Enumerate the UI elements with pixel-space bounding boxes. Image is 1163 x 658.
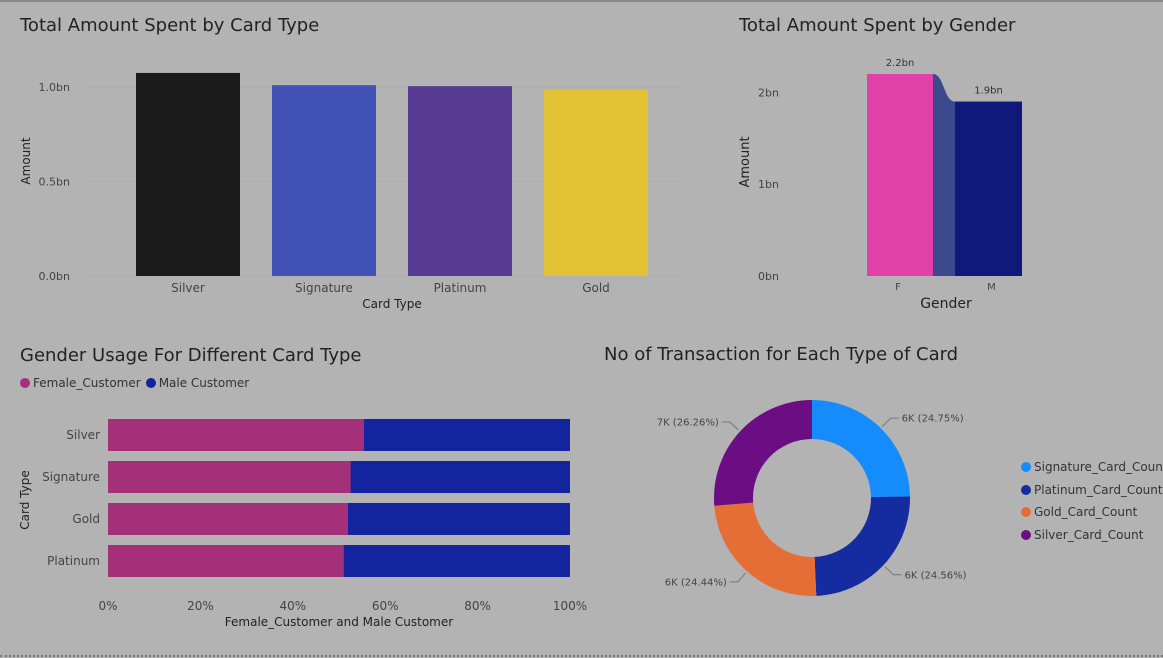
leader-line: [881, 417, 899, 428]
y-tick-label: Silver: [66, 428, 100, 442]
bar-segment-male: [350, 461, 570, 493]
legend-marker: [145, 378, 156, 388]
gender-usage-chart: Silver Signature Gold Platinum 0% 20% 40% 60% 80…: [18, 419, 587, 629]
leader-line: [729, 572, 747, 583]
x-tick-label: 100%: [553, 599, 587, 613]
legend-item-platinum[interactable]: Platinum_Card_Count: [1021, 479, 1163, 502]
legend-label: Signature_Card_Count: [1034, 460, 1163, 474]
slice-platinum: [814, 496, 910, 596]
data-label: 6K (24.56%): [905, 570, 967, 581]
gender-usage-legend: Female_Customer Male Customer: [20, 376, 249, 390]
data-label: 1.9bn: [974, 86, 1003, 97]
legend-marker: [1021, 462, 1031, 473]
legend-label: Male Customer: [158, 376, 250, 390]
x-tick-label: 80%: [464, 599, 491, 613]
y-axis-label: Card Type: [18, 470, 32, 529]
bar-segment-female: [108, 461, 351, 493]
bar-silver: [136, 72, 240, 276]
bar-segment-male: [343, 545, 570, 577]
x-axis-label: Female_Customer and Male Customer: [225, 615, 453, 629]
y-tick-label: 2bn: [758, 86, 779, 99]
data-label: 6K (24.75%): [902, 414, 964, 425]
gender-amount-chart: 0bn 1bn 2bn 2.2bn F 1.9bn M Gender Amount: [738, 58, 1022, 312]
leader-line: [884, 566, 902, 576]
bar-segment-male: [363, 419, 570, 451]
transactions-title: No of Transaction for Each Type of Card: [604, 344, 959, 365]
x-tick-label: M: [987, 282, 996, 293]
bar-segment-female: [108, 545, 344, 577]
ribbon: [933, 74, 955, 276]
y-tick-label: 1bn: [758, 178, 779, 191]
bar-segment-female: [108, 503, 348, 535]
x-axis-label: Gender: [920, 296, 972, 312]
legend-marker: [20, 378, 30, 388]
x-tick-label: Silver: [171, 281, 205, 295]
transactions-legend: Signature_Card_Count Platinum_Card_Count…: [1021, 456, 1163, 546]
y-axis-label: Amount: [738, 136, 753, 187]
slice-signature: [812, 400, 910, 498]
slice-gold: [714, 502, 817, 596]
x-tick-label: Gold: [582, 281, 610, 295]
data-label: 7K (26.26%): [657, 417, 719, 428]
legend-marker: [1021, 507, 1031, 518]
y-tick-label: Platinum: [47, 554, 100, 568]
bar-signature: [272, 85, 376, 276]
y-tick-label: Signature: [42, 470, 100, 484]
x-tick-label: 0%: [98, 599, 117, 613]
x-tick-label: Platinum: [434, 281, 487, 295]
legend-item-gold[interactable]: Gold_Card_Count: [1021, 501, 1163, 524]
bar-segment-male: [347, 503, 570, 535]
legend-item-male[interactable]: Male Customer: [145, 376, 250, 390]
bar-f: [867, 74, 933, 276]
legend-item-female[interactable]: Female_Customer: [20, 376, 141, 390]
legend-marker: [1021, 484, 1031, 495]
bottom-border: [0, 655, 1163, 657]
x-tick-label: Signature: [295, 281, 353, 295]
legend-marker: [1021, 529, 1031, 540]
bar-platinum: [408, 86, 512, 276]
leader-line: [721, 421, 739, 431]
y-tick-label: 0.5bn: [39, 176, 70, 189]
transactions-chart: 6K (24.75%) 6K (24.56%) 6K (24.44%) 7K (26.…: [657, 400, 967, 596]
gender-usage-title: Gender Usage For Different Card Type: [20, 345, 362, 366]
slice-silver: [714, 400, 812, 506]
x-tick-label: 20%: [187, 599, 214, 613]
data-label: 6K (24.44%): [665, 577, 727, 588]
y-tick-label: 0.0bn: [39, 270, 70, 283]
data-label: 2.2bn: [886, 58, 915, 69]
bar-segment-female: [108, 419, 364, 451]
legend-label: Female_Customer: [33, 376, 141, 390]
legend-label: Platinum_Card_Count: [1034, 482, 1163, 497]
y-tick-label: 1.0bn: [39, 81, 70, 94]
card-amount-chart: 0.0bn 0.5bn 1.0bn Silver Signature Platinum Go…: [19, 72, 680, 311]
legend-label: Gold_Card_Count: [1034, 505, 1138, 519]
legend-label: Silver_Card_Count: [1034, 527, 1144, 542]
y-tick-label: 0bn: [758, 270, 779, 283]
y-tick-label: Gold: [72, 512, 100, 526]
top-border: [0, 0, 1163, 2]
legend-item-signature[interactable]: Signature_Card_Count: [1021, 456, 1163, 479]
x-tick-label: 60%: [372, 599, 399, 613]
x-axis-label: Card Type: [362, 297, 421, 311]
x-tick-label: 40%: [279, 599, 306, 613]
legend-item-silver[interactable]: Silver_Card_Count: [1021, 524, 1163, 547]
y-axis-label: Amount: [19, 137, 33, 184]
x-tick-label: F: [895, 282, 901, 293]
bar-gold: [544, 89, 648, 276]
bar-m: [955, 101, 1022, 276]
gender-amount-title: Total Amount Spent by Gender: [739, 15, 1016, 36]
card-amount-title: Total Amount Spent by Card Type: [20, 15, 320, 36]
